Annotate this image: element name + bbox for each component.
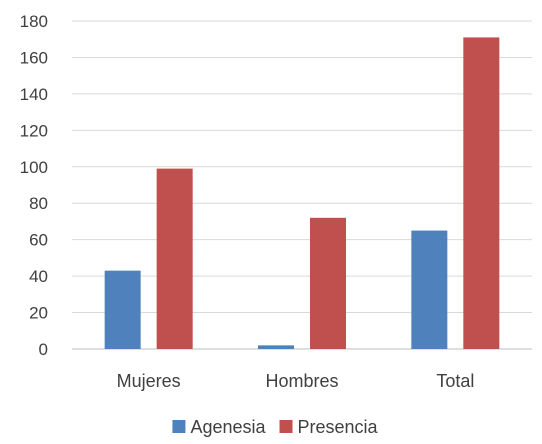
y-tick-label: 40 <box>29 267 48 286</box>
y-tick-label: 0 <box>39 340 48 359</box>
y-tick-label: 140 <box>20 85 48 104</box>
legend: Agenesia Presencia <box>172 417 379 437</box>
bar-agenesia-hombres <box>258 345 294 349</box>
gridlines <box>72 20 532 350</box>
legend-swatch <box>172 420 186 433</box>
bar-presencia-hombres <box>310 217 346 349</box>
y-axis-ticks: 0 20 40 60 80 100 120 140 160 180 <box>20 12 48 359</box>
legend-swatch <box>279 420 293 433</box>
legend-label: Agenesia <box>190 417 266 437</box>
y-tick-label: 20 <box>29 304 48 323</box>
y-tick-label: 80 <box>29 194 48 213</box>
y-tick-label: 120 <box>20 121 48 140</box>
legend-item-presencia: Presencia <box>279 417 379 437</box>
x-category-label: Mujeres <box>117 371 181 391</box>
bar-agenesia-mujeres <box>104 270 141 349</box>
bar-presencia-total <box>463 37 500 350</box>
y-tick-label: 180 <box>20 12 48 31</box>
y-tick-label: 160 <box>20 48 48 67</box>
legend-label: Presencia <box>298 417 379 437</box>
y-tick-label: 60 <box>29 231 48 250</box>
y-tick-label: 100 <box>20 158 48 177</box>
legend-item-agenesia: Agenesia <box>172 417 266 437</box>
bar-agenesia-total <box>411 230 448 349</box>
x-axis-categories: Mujeres Hombres Total <box>117 371 475 391</box>
x-category-label: Hombres <box>265 371 338 391</box>
bars <box>104 37 500 350</box>
x-category-label: Total <box>436 371 474 391</box>
bar-presencia-mujeres <box>156 168 193 349</box>
